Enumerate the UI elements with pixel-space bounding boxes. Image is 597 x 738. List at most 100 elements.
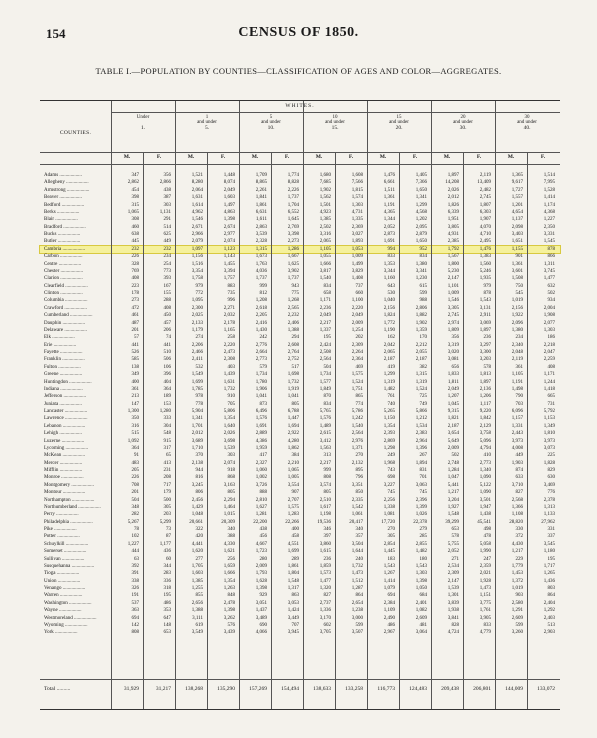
county-name: Somerset .................. [44, 549, 87, 555]
table-row: Mercer .................. 483 413 2,138 2,07… [40, 460, 560, 467]
population-cell: 6,096 [511, 409, 523, 414]
population-cell: 291 [163, 217, 172, 223]
population-cell: 1,542 [351, 504, 363, 510]
population-cell: 1,151 [479, 593, 491, 599]
population-cell: 449 [515, 453, 524, 459]
population-cell: 6,552 [287, 209, 299, 215]
population-cell: 313 [323, 453, 332, 459]
population-cell: 2,869 [383, 438, 395, 444]
population-cell: 3,902 [287, 268, 299, 274]
population-cell: 2,609 [415, 615, 427, 621]
table-row: Westmoreland .................. 694 647 3,1… [40, 615, 560, 622]
population-cell: 2,232 [287, 313, 299, 319]
population-cell: 2,049 [319, 313, 331, 319]
population-cell: 65 [166, 453, 171, 459]
county-name: Venango .................. [44, 586, 86, 591]
population-cell: 279 [419, 527, 428, 532]
population-cell: 78 [134, 527, 139, 532]
population-cell: 1,667 [287, 254, 299, 260]
population-cell: 1,439 [223, 372, 235, 378]
population-cell: 7,995 [543, 180, 555, 186]
population-cell: 1,385 [191, 578, 203, 584]
table-row: Berks .................. 1,065 1,131 4,962 4… [40, 209, 560, 216]
age-group-l3: 1. [140, 124, 146, 131]
population-cell: 2,618 [255, 305, 267, 311]
population-cell: 461 [131, 313, 140, 319]
population-cell: 361 [131, 386, 140, 392]
population-cell: 1,780 [255, 379, 267, 385]
population-cell: 828 [451, 622, 460, 628]
population-cell: 223 [131, 283, 140, 289]
total-cell: 135,290 [217, 686, 235, 692]
population-cell: 1,498 [511, 386, 523, 392]
population-cell: 460 [131, 224, 140, 230]
population-cell: 1,833 [447, 372, 459, 378]
population-cell: 1,255 [191, 586, 203, 591]
population-cell: 1,959 [255, 445, 267, 451]
population-cell: 978 [195, 394, 204, 400]
population-cell: 20,309 [221, 519, 235, 525]
population-cell: 864 [355, 593, 364, 599]
population-cell: 2,502 [319, 224, 331, 230]
population-cell: 578 [451, 534, 460, 540]
population-cell: 1,418 [543, 386, 555, 392]
population-cell: 6,788 [287, 409, 299, 414]
population-cell: 328 [131, 261, 140, 267]
population-cell: 1,143 [223, 254, 235, 260]
population-cell: 1,319 [383, 379, 395, 385]
county-name: Crawford .................. [44, 305, 87, 311]
population-cell: 316 [131, 423, 140, 429]
population-cell: 3,839 [447, 600, 459, 606]
county-name: York .................. [44, 630, 78, 636]
population-cell: 643 [387, 283, 396, 289]
male-column-header: M. [123, 154, 131, 160]
population-cell: 1,897 [479, 379, 491, 385]
population-cell: 866 [547, 254, 556, 260]
population-cell: 2,327 [255, 460, 267, 466]
population-cell: 1,922 [511, 313, 523, 319]
population-cell: 388 [227, 534, 236, 540]
total-divider [40, 679, 560, 680]
population-cell: 5,866 [415, 409, 427, 414]
population-cell: 2,052 [447, 549, 459, 555]
population-cell: 236 [323, 556, 332, 562]
population-cell: 619 [195, 622, 204, 628]
population-cell: 4,368 [543, 209, 555, 215]
table-row: Susquehanna .................. 392 344 1,70… [40, 563, 560, 570]
age-group-l3: 20. [395, 124, 403, 131]
header-divider [40, 152, 560, 153]
group-rule [239, 101, 240, 709]
population-cell: 2,580 [511, 600, 523, 606]
population-cell: 1,732 [223, 386, 235, 392]
population-cell: 6,661 [383, 180, 395, 186]
population-cell: 1,105 [319, 246, 331, 252]
population-cell: 2,568 [511, 497, 523, 503]
population-cell: 1,539 [223, 445, 235, 451]
population-cell: 4,779 [479, 630, 491, 636]
population-cell: 1,174 [543, 202, 555, 208]
population-cell: 2,300 [191, 305, 203, 311]
age-group-header: 20 and under 30. [431, 115, 495, 151]
population-cell: 3,689 [191, 438, 203, 444]
population-cell: 3,204 [447, 497, 459, 503]
population-cell: 2,378 [543, 497, 555, 503]
county-name: Fulton .................. [44, 364, 81, 370]
population-cell: 3,841 [447, 615, 459, 621]
age-group-l3: 10. [267, 124, 275, 131]
population-cell: 1,919 [287, 386, 299, 392]
population-cell: 1,807 [479, 202, 491, 208]
population-cell: 138 [131, 364, 140, 370]
population-cell: 1,171 [543, 372, 555, 378]
county-name: Dauphin .................. [44, 320, 85, 326]
population-cell: 1,207 [447, 394, 459, 400]
total-cell: 124,483 [409, 686, 427, 692]
population-cell: 1,105 [511, 372, 523, 378]
population-cell: 7,366 [415, 180, 427, 186]
population-cell: 1,123 [223, 246, 235, 252]
county-name: Centre .................. [44, 261, 82, 267]
population-cell: 183 [387, 556, 396, 562]
population-cell: 1,705 [191, 563, 203, 569]
population-cell: 2,424 [319, 342, 331, 348]
population-cell: 1,698 [287, 372, 299, 378]
population-cell: 1,785 [191, 386, 203, 392]
